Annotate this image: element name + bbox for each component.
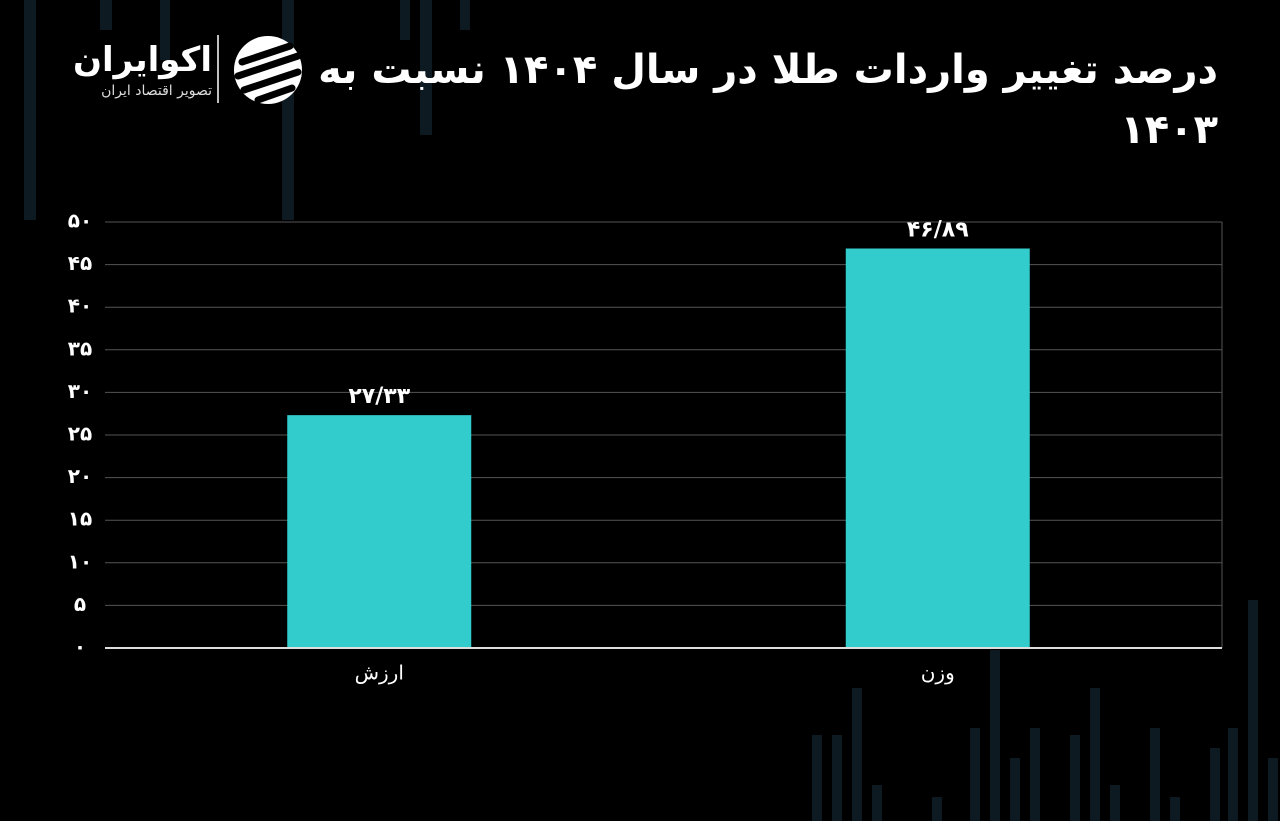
- x-tick-label: وزن: [921, 661, 955, 685]
- y-tick-label: ۴۵: [68, 251, 92, 275]
- x-tick-label: ارزش: [355, 661, 404, 685]
- y-tick-label: ۰: [74, 635, 86, 659]
- chart-title: درصد تغییر واردات طلا در سال ۱۴۰۴ نسبت ب…: [318, 47, 1218, 153]
- y-tick-label: ۵۰: [68, 209, 92, 233]
- y-tick-label: ۲۵: [68, 422, 92, 446]
- y-tick-label: ۱۵: [68, 507, 92, 531]
- y-tick-label: ۳۵: [68, 336, 92, 360]
- brand-name: اکوایران: [73, 40, 212, 80]
- value-label: ۴۶/۸۹: [907, 217, 969, 242]
- value-label: ۲۷/۳۳: [348, 384, 410, 409]
- brand-tagline: تصویر اقتصاد ایران: [101, 83, 212, 99]
- bar: [287, 415, 472, 648]
- brand: اکوایران تصویر اقتصاد ایران: [50, 38, 212, 100]
- y-tick-label: ۳۰: [68, 379, 92, 403]
- logo-icon: [234, 36, 302, 104]
- y-tick-label: ۲۰: [68, 464, 92, 488]
- y-tick-label: ۴۰: [68, 294, 92, 318]
- y-tick-label: ۱۰: [68, 549, 92, 573]
- y-tick-label: ۵: [74, 592, 86, 616]
- bar: [845, 248, 1030, 648]
- background-decoration: [24, 0, 1278, 821]
